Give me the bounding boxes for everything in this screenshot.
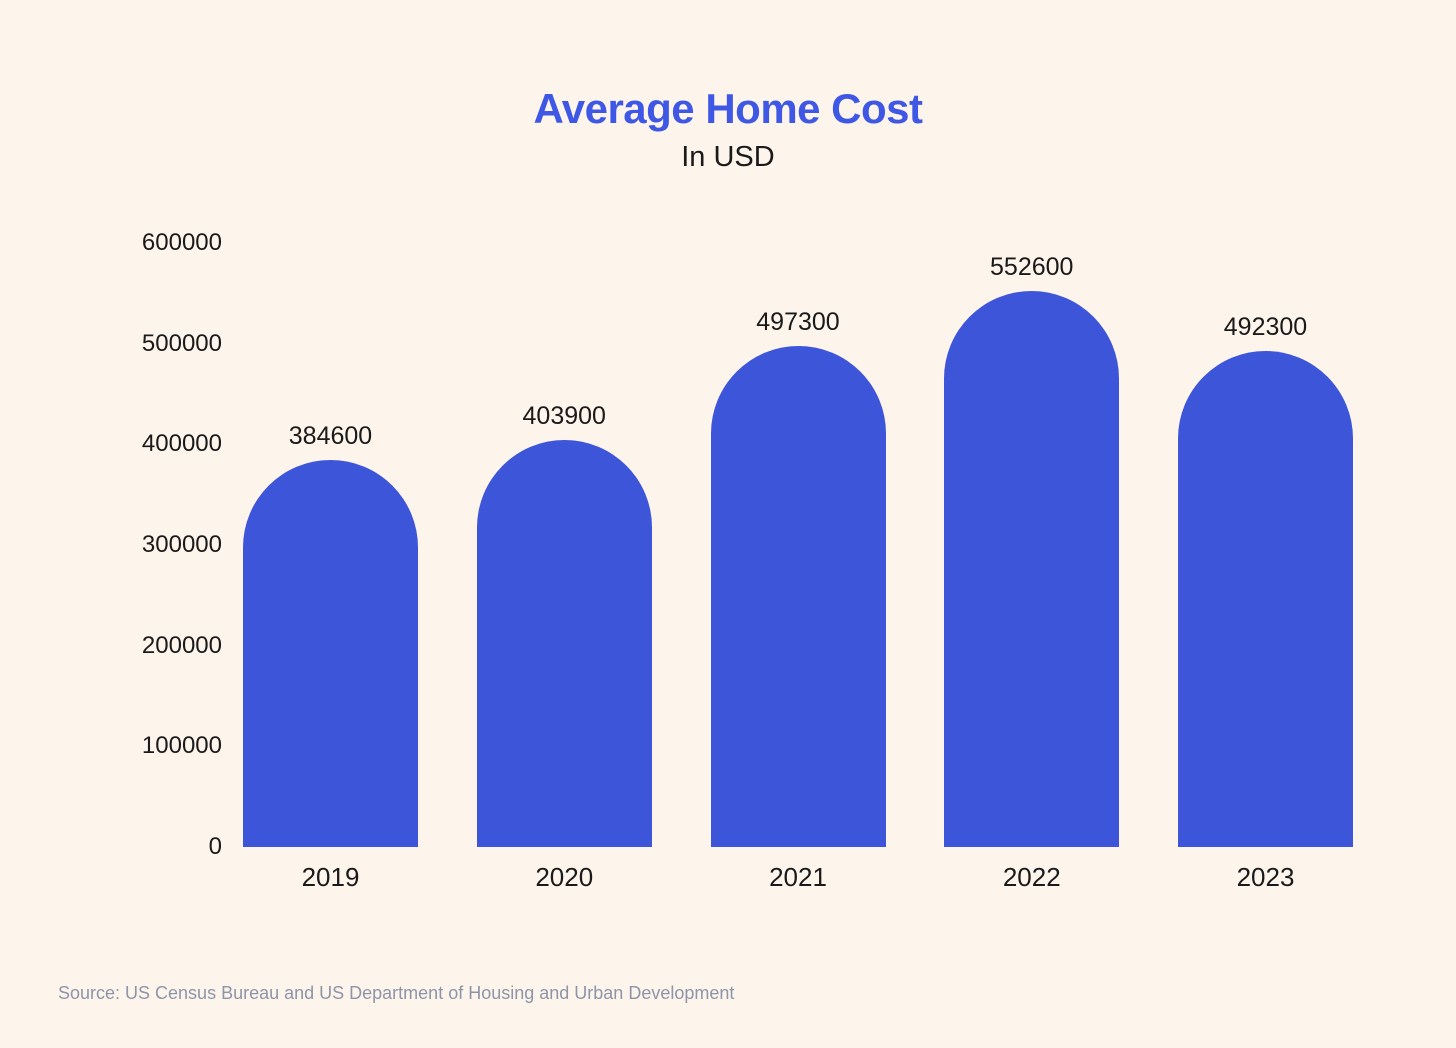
bar-value-label: 384600 [288,421,373,450]
source-note: Source: US Census Bureau and US Departme… [58,983,735,1003]
bar-2021 [710,346,886,847]
bar-2020 [476,440,652,847]
chart-subtitle: In USD [681,141,775,173]
x-axis-label-2020: 2020 [535,862,594,892]
bar-2019 [243,459,418,847]
bar-column-2023: 492300 2023 [1178,243,1353,892]
bar-column-2019: 384600 2019 [243,243,418,892]
bar-value-label: 552600 [990,252,1074,281]
bar-value-label: 403900 [522,402,606,431]
bar-value-label: 492300 [1223,313,1308,342]
x-axis-label-2023: 2023 [1236,862,1295,892]
x-axis-label-2021: 2021 [769,862,827,892]
y-axis-tick-label: 100000 [141,732,222,760]
bar-column-2022: 552600 2022 [944,243,1120,892]
bar-2023 [1178,351,1353,847]
bar-value-label: 497300 [756,308,840,337]
y-axis: 600000 500000 400000 300000 200000 100000 0 [0,229,222,860]
bar-chart-plot-area: 384600 2019 403900 2020 497300 2021 552600 2022… [236,243,1360,892]
x-axis-label-2019: 2019 [301,862,360,892]
y-axis-tick-label: 600000 [141,229,222,256]
y-axis-tick-label: 200000 [141,631,222,659]
y-axis-tick-label: 0 [208,833,222,860]
x-axis-label-2022: 2022 [1002,862,1061,892]
y-axis-tick-label: 500000 [141,329,222,357]
y-axis-tick-label: 400000 [141,430,222,458]
bar-column-2021: 497300 2021 [710,243,886,892]
bar-column-2020: 403900 2020 [476,243,652,892]
bar-2022 [944,290,1120,847]
y-axis-tick-label: 300000 [141,531,222,558]
chart-title: Average Home Cost [533,85,923,132]
